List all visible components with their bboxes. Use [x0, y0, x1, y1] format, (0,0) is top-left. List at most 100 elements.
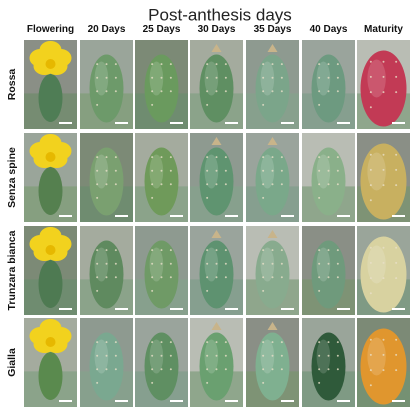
- photo: [80, 226, 133, 315]
- flower-center: [45, 59, 56, 69]
- areole: [206, 368, 209, 371]
- areole: [280, 368, 283, 371]
- fruit: [38, 352, 63, 400]
- areole: [327, 262, 330, 265]
- areole: [151, 183, 154, 186]
- dry-flower: [267, 322, 278, 330]
- areole: [96, 196, 99, 199]
- photo: [80, 40, 133, 129]
- row-label: Gialla: [6, 348, 18, 377]
- photo: [190, 226, 243, 315]
- areole: [96, 103, 99, 106]
- areole: [160, 341, 163, 344]
- areole: [382, 369, 385, 372]
- areole: [369, 153, 372, 156]
- areole: [382, 353, 385, 356]
- areole: [151, 76, 154, 79]
- areole: [169, 169, 172, 172]
- scale-bar: [59, 308, 72, 310]
- areole: [271, 341, 274, 344]
- areole: [336, 183, 339, 186]
- areole: [151, 341, 154, 344]
- areole: [105, 76, 108, 79]
- areole: [280, 341, 283, 344]
- areole: [160, 169, 163, 172]
- dry-flower: [267, 230, 278, 238]
- areole: [114, 169, 117, 172]
- fruit: [89, 332, 124, 401]
- row-label: Rossa: [6, 69, 18, 101]
- areole: [151, 103, 154, 106]
- areole: [224, 90, 227, 93]
- areole: [262, 368, 265, 371]
- scale-bar: [59, 215, 72, 217]
- areole: [271, 276, 274, 279]
- areole: [369, 60, 372, 63]
- areole: [105, 341, 108, 344]
- fruit: [311, 54, 346, 123]
- areole: [369, 384, 372, 387]
- fruit-highlight: [204, 61, 219, 96]
- areole: [327, 156, 330, 159]
- figure-title: Post-anthesis days: [148, 5, 292, 24]
- scale-bar: [337, 400, 350, 402]
- scale-bar: [337, 308, 350, 310]
- scale-bar: [392, 122, 405, 124]
- areole: [105, 90, 108, 93]
- areole: [262, 381, 265, 384]
- areole: [114, 90, 117, 93]
- areole: [327, 249, 330, 252]
- flower-center: [45, 245, 56, 255]
- fruit-highlight: [204, 339, 219, 374]
- areole: [280, 76, 283, 79]
- areole: [224, 276, 227, 279]
- photo: [24, 40, 77, 129]
- fruit-highlight: [149, 154, 164, 189]
- areole: [151, 90, 154, 93]
- areole: [280, 183, 283, 186]
- fruit: [38, 260, 63, 308]
- photo: [246, 226, 299, 315]
- areole: [114, 249, 117, 252]
- areole: [206, 276, 209, 279]
- areole: [206, 354, 209, 357]
- areole: [96, 368, 99, 371]
- areole: [327, 63, 330, 66]
- scale-bar: [115, 215, 128, 217]
- photo: [190, 318, 243, 407]
- areole: [169, 183, 172, 186]
- areole: [271, 262, 274, 265]
- petal: [39, 227, 62, 245]
- photo: [24, 318, 77, 407]
- fruit-highlight: [260, 339, 275, 374]
- fruit-highlight: [367, 59, 386, 98]
- areole: [151, 276, 154, 279]
- areole: [271, 249, 274, 252]
- scale-bar: [337, 122, 350, 124]
- areole: [96, 262, 99, 265]
- areole: [96, 76, 99, 79]
- areole: [151, 63, 154, 66]
- areole: [224, 76, 227, 79]
- areole: [206, 156, 209, 159]
- areole: [280, 262, 283, 265]
- areole: [318, 183, 321, 186]
- areole: [262, 289, 265, 292]
- areole: [336, 262, 339, 265]
- scale-bar: [170, 400, 183, 402]
- areole: [262, 341, 265, 344]
- photo: [357, 318, 410, 407]
- column-header: 35 Days: [254, 24, 292, 35]
- areole: [96, 90, 99, 93]
- areole: [160, 262, 163, 265]
- areole: [369, 246, 372, 249]
- fruit: [255, 147, 290, 216]
- areole: [271, 183, 274, 186]
- areole: [280, 156, 283, 159]
- photo: [24, 226, 77, 315]
- areole: [206, 103, 209, 106]
- fruit-highlight: [149, 61, 164, 96]
- photo: [246, 318, 299, 407]
- areole: [336, 76, 339, 79]
- petal: [39, 134, 62, 152]
